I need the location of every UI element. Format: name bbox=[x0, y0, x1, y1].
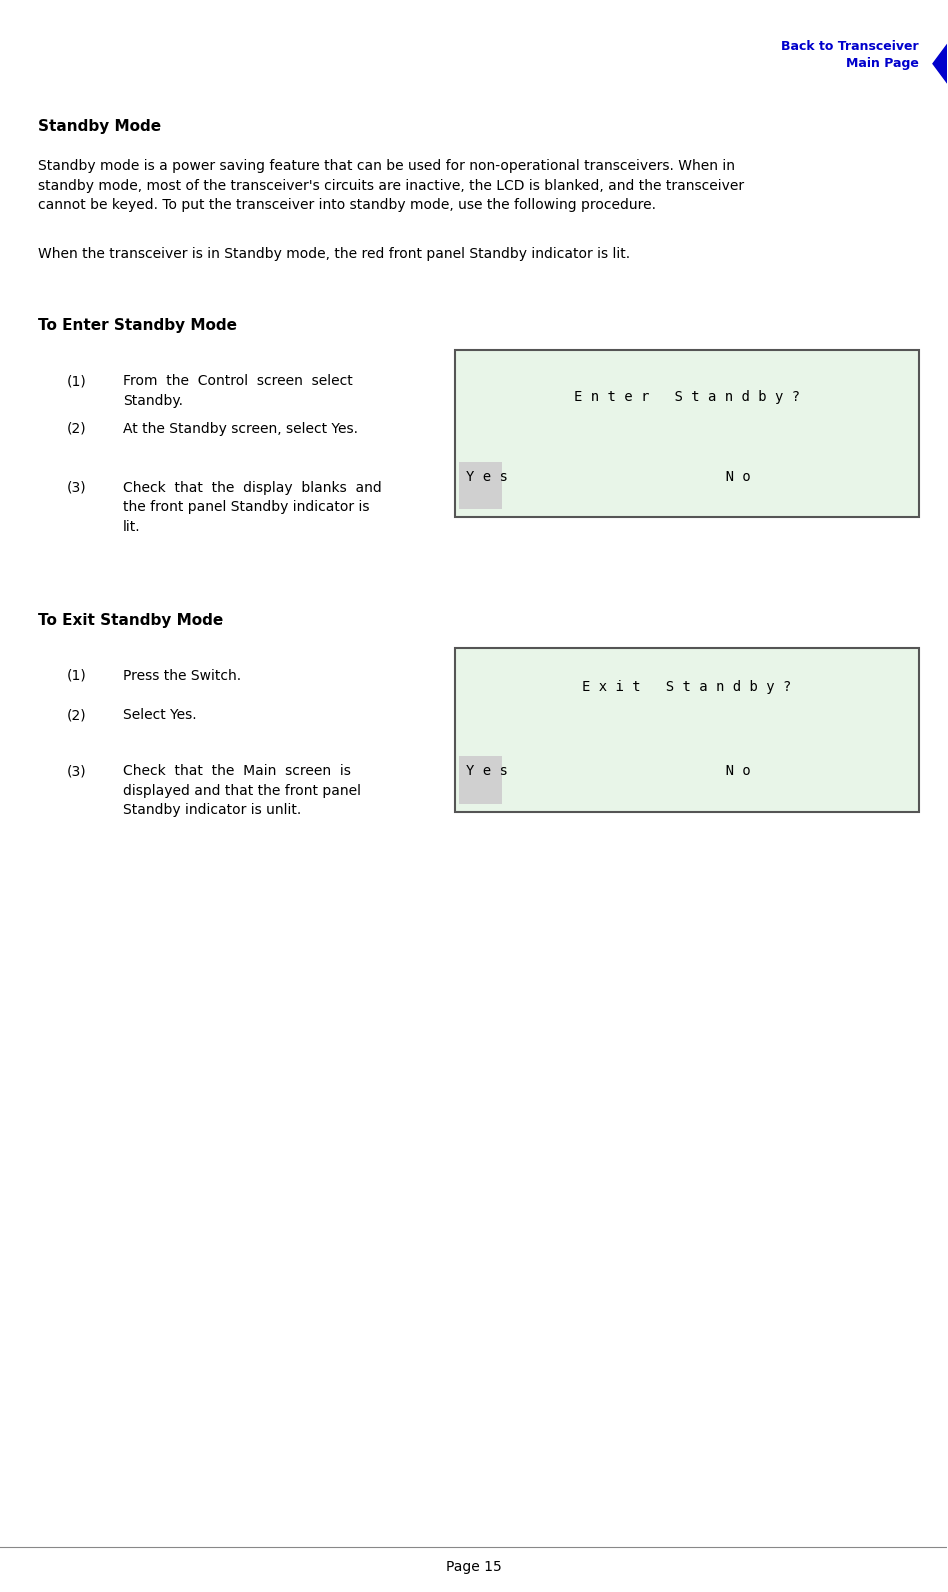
FancyBboxPatch shape bbox=[460, 462, 502, 509]
Text: (3): (3) bbox=[66, 481, 86, 495]
Text: (2): (2) bbox=[66, 422, 86, 436]
Text: Select Yes.: Select Yes. bbox=[123, 708, 197, 723]
Text: Page 15: Page 15 bbox=[446, 1560, 501, 1574]
Text: To Exit Standby Mode: To Exit Standby Mode bbox=[38, 613, 223, 627]
Text: At the Standby screen, select Yes.: At the Standby screen, select Yes. bbox=[123, 422, 358, 436]
Text: Standby mode is a power saving feature that can be used for non-operational tran: Standby mode is a power saving feature t… bbox=[38, 159, 744, 212]
Text: From  the  Control  screen  select
Standby.: From the Control screen select Standby. bbox=[123, 374, 353, 408]
Polygon shape bbox=[933, 32, 948, 96]
Text: Y e s                          N o: Y e s N o bbox=[466, 764, 751, 778]
FancyBboxPatch shape bbox=[455, 350, 919, 517]
Text: (3): (3) bbox=[66, 764, 86, 778]
Text: (1): (1) bbox=[66, 374, 86, 388]
FancyBboxPatch shape bbox=[455, 648, 919, 812]
Text: Press the Switch.: Press the Switch. bbox=[123, 669, 241, 683]
Text: When the transceiver is in Standby mode, the red front panel Standby indicator i: When the transceiver is in Standby mode,… bbox=[38, 247, 630, 261]
Text: To Enter Standby Mode: To Enter Standby Mode bbox=[38, 318, 237, 333]
Text: Standby Mode: Standby Mode bbox=[38, 119, 161, 134]
Text: E n t e r   S t a n d b y ?: E n t e r S t a n d b y ? bbox=[574, 390, 800, 404]
Text: Check  that  the  Main  screen  is
displayed and that the front panel
Standby in: Check that the Main screen is displayed … bbox=[123, 764, 361, 817]
Text: (1): (1) bbox=[66, 669, 86, 683]
Text: Check  that  the  display  blanks  and
the front panel Standby indicator is
lit.: Check that the display blanks and the fr… bbox=[123, 481, 382, 533]
Text: Y e s                          N o: Y e s N o bbox=[466, 470, 751, 484]
Text: (2): (2) bbox=[66, 708, 86, 723]
Text: Back to Transceiver
Main Page: Back to Transceiver Main Page bbox=[781, 40, 919, 70]
FancyBboxPatch shape bbox=[460, 756, 502, 804]
Text: E x i t   S t a n d b y ?: E x i t S t a n d b y ? bbox=[582, 680, 792, 694]
